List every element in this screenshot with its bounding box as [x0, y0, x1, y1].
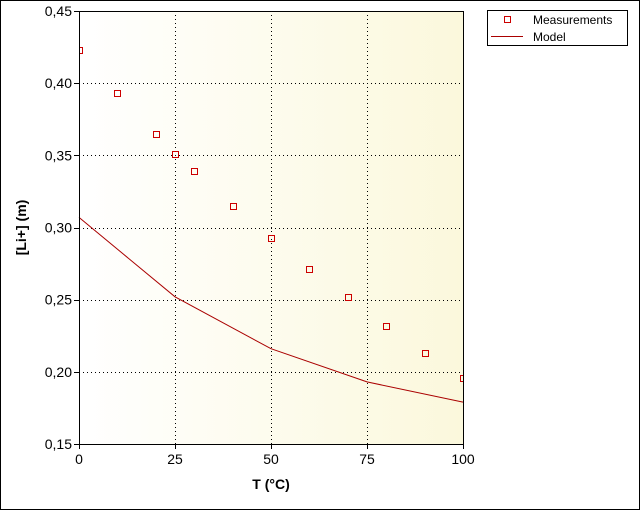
y-tick-label: 0,20 — [45, 364, 72, 380]
x-tick-label: 75 — [359, 451, 375, 467]
x-tick-label: 25 — [167, 451, 183, 467]
legend-label-measurements: Measurements — [533, 13, 612, 27]
x-axis: 0 25 50 75 100 — [75, 444, 475, 467]
measurement-point — [345, 294, 352, 301]
measurement-point — [114, 90, 121, 97]
measurement-point — [230, 203, 237, 210]
x-tick-label: 100 — [451, 451, 475, 467]
y-tick-label: 0,30 — [45, 220, 72, 236]
legend: Measurements Model — [487, 10, 628, 46]
measurement-point — [172, 151, 179, 158]
measurement-point — [306, 266, 313, 273]
y-tick-label: 0,25 — [45, 292, 72, 308]
x-axis-title: T (°C) — [252, 476, 289, 492]
measurement-point — [422, 350, 429, 357]
measurement-point — [191, 168, 198, 175]
y-tick-label: 0,35 — [45, 147, 72, 163]
y-axis: 0,15 0,20 0,25 0,30 0,35 0,40 0,45 — [45, 3, 79, 452]
y-tick-label: 0,45 — [45, 3, 72, 19]
measurement-point — [268, 235, 275, 242]
y-tick-label: 0,15 — [45, 436, 72, 452]
measurement-point — [383, 323, 390, 330]
model-line — [78, 217, 464, 403]
model-series — [78, 217, 464, 403]
gridlines — [79, 11, 463, 444]
y-axis-title: [Li+] (m) — [13, 200, 29, 256]
legend-marker-measurements — [504, 16, 511, 23]
x-tick-label: 0 — [75, 451, 83, 467]
measurement-point — [153, 131, 160, 138]
x-tick-label: 50 — [263, 451, 279, 467]
y-tick-label: 0,40 — [45, 75, 72, 91]
legend-label-model: Model — [533, 30, 566, 44]
